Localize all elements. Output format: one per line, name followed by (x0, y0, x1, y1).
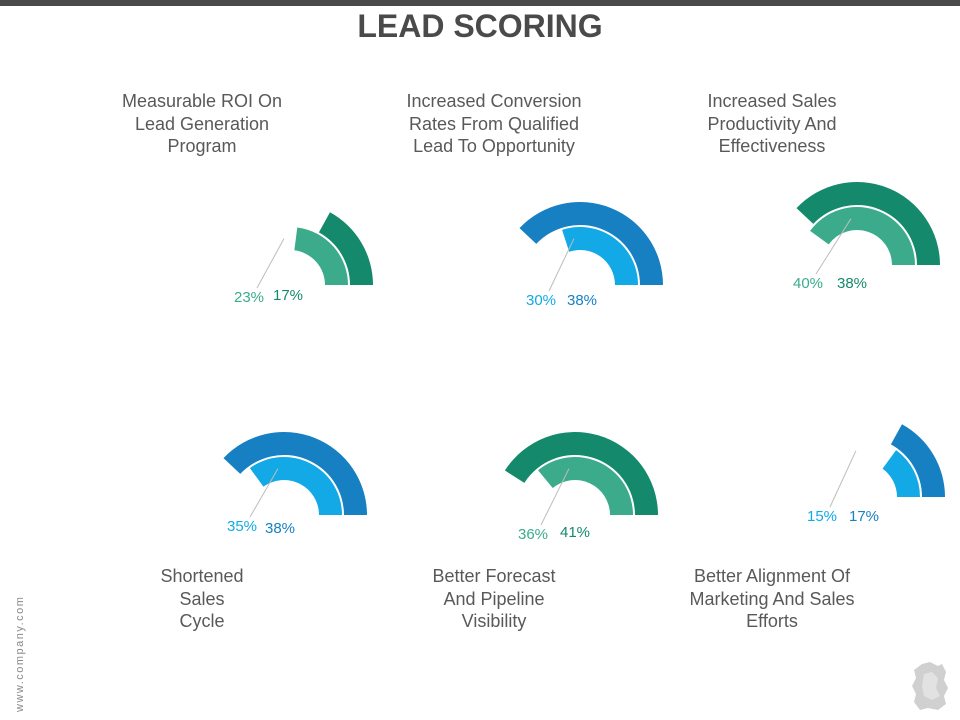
label-line: Measurable ROI On (121, 91, 283, 111)
gauge-outer-value: 38% (265, 520, 295, 537)
label-line: Better Forecast (432, 566, 556, 586)
gauge-inner-arc (810, 207, 915, 265)
gauge-outer-value: 17% (849, 508, 879, 525)
gauge-outer-arc (223, 431, 367, 515)
gauge-outer-arc (519, 202, 663, 285)
gauge-inner-value: 36% (518, 526, 548, 543)
gauge-inner-arc (562, 227, 638, 285)
gauge-outer-value: 41% (560, 524, 590, 541)
label-line: Rates From Qualified (408, 113, 580, 134)
gauge-outer-value: 38% (837, 275, 867, 292)
label-line: Effectiveness (718, 136, 826, 156)
gauge-pointer-line (815, 218, 852, 275)
label-line: Cycle (179, 611, 225, 631)
gauge-outer-arc (796, 181, 940, 265)
label-line: Increased Sales (707, 91, 837, 111)
gauge-outer-arc (318, 212, 373, 285)
label-sales-cycle: Shortened Sales Cycle (92, 565, 312, 633)
label-alignment: Better Alignment Of Marketing And Sales … (662, 565, 882, 633)
company-logo-icon (912, 662, 948, 710)
gauge-pointer-line (548, 238, 575, 292)
gauge-inner-value: 35% (227, 518, 257, 535)
gauge-outer-arc (890, 424, 945, 497)
label-forecast: Better Forecast And Pipeline Visibility (384, 565, 604, 633)
side-website: www.company.com (12, 596, 26, 712)
gauge-pointer-line (249, 468, 279, 518)
top-bar (0, 0, 960, 6)
label-conversion: Increased Conversion Rates From Qualifie… (384, 90, 604, 158)
label-productivity: Increased Sales Productivity And Effecti… (662, 90, 882, 158)
gauge-outer-arc (504, 431, 658, 515)
label-line: Shortened (160, 566, 244, 586)
label-line: Productivity And (707, 113, 837, 134)
gauge-inner-value: 40% (793, 275, 823, 292)
gauge-pointer-line (540, 468, 570, 526)
gauge-inner-value: 23% (234, 289, 264, 306)
page-title: LEAD SCORING (357, 8, 603, 44)
gauge-inner-arc (882, 450, 920, 497)
label-line: And Pipeline (443, 588, 545, 609)
label-line: Better Alignment Of (693, 566, 851, 586)
label-line: Lead To Opportunity (413, 136, 575, 156)
label-line: Lead Generation (134, 113, 270, 134)
website-text: www.company.com (14, 595, 26, 712)
label-line: Visibility (461, 611, 527, 631)
gauge-inner-value: 30% (526, 292, 556, 309)
label-line: Sales (179, 588, 225, 609)
label-roi: Measurable ROI On Lead Generation Progra… (92, 90, 312, 158)
gauge-pointer-line (829, 450, 857, 508)
gauge-pointer-line (256, 238, 285, 289)
gauge-inner-arc (294, 227, 348, 285)
gauge-inner-arc (538, 457, 633, 515)
label-line: Efforts (746, 611, 798, 631)
gauge-outer-value: 38% (567, 292, 597, 309)
gauge-outer-value: 17% (273, 287, 303, 304)
label-line: Program (167, 136, 237, 156)
label-line: Increased Conversion (406, 91, 582, 111)
label-line: Marketing And Sales (689, 588, 855, 609)
gauge-inner-value: 15% (807, 508, 837, 525)
gauge-inner-arc (249, 457, 342, 515)
